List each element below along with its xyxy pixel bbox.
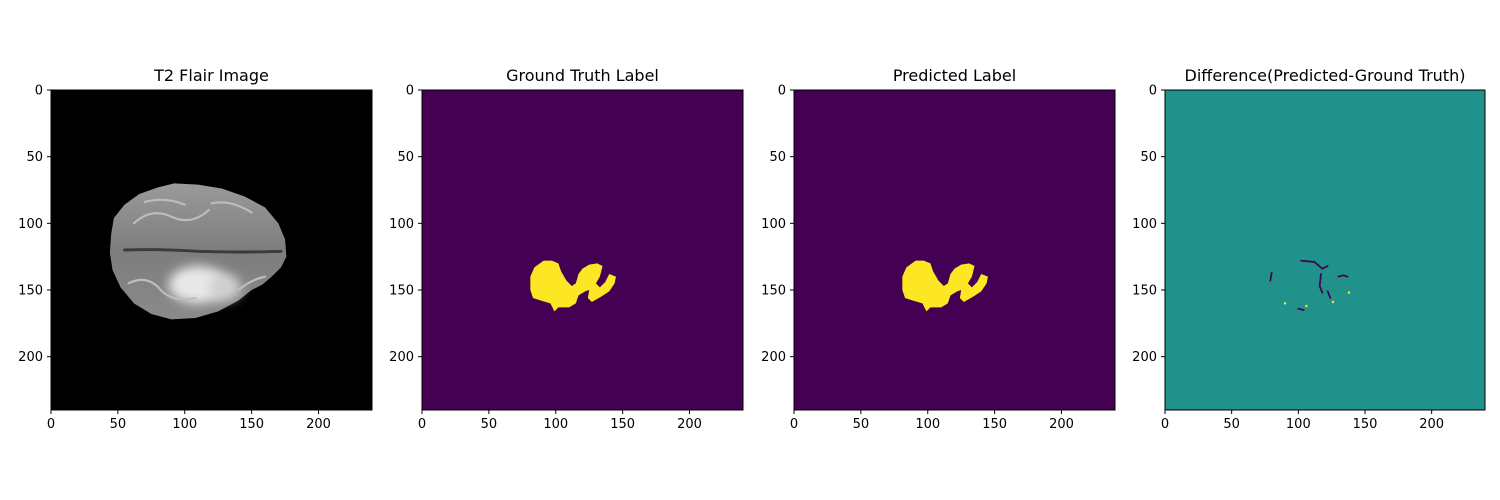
difference-positive-mark [1305,304,1308,308]
image-background [794,90,1115,410]
x-tick-label: 200 [677,417,702,432]
y-tick-label: 100 [389,217,414,232]
y-tick-label: 200 [18,350,43,365]
axes-frame [1164,89,1486,411]
image-content [902,260,988,312]
chart-panel-1: T2 Flair Image 0 50 100 150 200 0 50 100 150 200 [18,66,373,432]
y-tick-label: 150 [1132,284,1157,299]
brain-fold [127,278,197,301]
x-tick-label: 0 [418,417,426,432]
difference-negative-mark [1269,271,1273,282]
chart-title: Ground Truth Label [506,66,659,85]
x-tick-label: 150 [610,417,635,432]
y-tick-label: 50 [769,150,786,165]
y-tick-label: 100 [1132,217,1157,232]
difference-negative-mark [1318,273,1324,294]
y-tick-label: 0 [778,84,786,99]
x-tick-label: 50 [110,417,127,432]
y-tick-label: 50 [397,150,414,165]
image-content [530,260,616,312]
y-tick-label: 100 [18,217,43,232]
label-region [530,260,616,312]
difference-negative-mark [1337,274,1349,278]
image-content [109,183,287,320]
brain-fold [132,208,210,225]
x-tick-label: 150 [982,417,1007,432]
x-tick-label: 200 [1419,417,1444,432]
x-tick-label: 200 [1049,417,1074,432]
y-tick-label: 50 [26,150,43,165]
x-tick-label: 100 [915,417,940,432]
axes-frame [50,89,373,411]
difference-positive-mark [1331,300,1335,304]
y-tick-label: 200 [389,350,414,365]
lesion-bright-region [208,274,241,301]
chart-panel-2: Ground Truth Label 0 50 100 150 200 0 50 100 150 2… [389,66,744,432]
x-tick-label: 200 [306,417,331,432]
x-tick-label: 0 [1161,417,1169,432]
image-area [422,90,743,410]
brain-fold [210,201,253,214]
difference-positive-mark [1347,291,1351,294]
difference-positive-mark [1283,302,1287,305]
axes-frame [793,89,1116,411]
x-tick-label: 150 [1353,417,1378,432]
x-tick-label: 100 [172,417,197,432]
image-background [422,90,743,410]
image-area [1165,90,1485,410]
x-tick-label: 0 [790,417,798,432]
brain-fold [237,275,267,292]
brain-fold [143,198,186,206]
x-tick-label: 100 [1286,417,1311,432]
x-tick-label: 50 [853,417,870,432]
chart-panel-3: Predicted Label 0 50 100 150 200 0 50 100 150 200 [761,66,1116,432]
chart-title: Predicted Label [893,66,1016,85]
difference-negative-mark [1297,307,1305,311]
chart-title: Difference(Predicted-Ground Truth) [1185,66,1466,85]
image-content [1269,259,1351,311]
y-tick-label: 200 [1132,350,1157,365]
image-area [794,90,1115,410]
chart-panel-4: Difference(Predicted-Ground Truth) 0 50 100… [1132,66,1486,432]
label-region [902,260,988,312]
y-tick-label: 0 [406,84,414,99]
y-tick-label: 200 [761,350,786,365]
y-tick-label: 100 [761,217,786,232]
y-tick-label: 0 [35,84,43,99]
image-area [51,90,372,410]
brain-fold [123,248,283,254]
y-tick-label: 50 [1140,150,1157,165]
y-tick-label: 150 [18,284,43,299]
difference-negative-mark [1326,290,1332,299]
x-tick-label: 0 [47,417,55,432]
difference-negative-mark [1300,259,1329,270]
image-background [1165,90,1485,410]
x-tick-label: 50 [1223,417,1240,432]
axes-frame [421,89,744,411]
x-tick-label: 50 [481,417,498,432]
x-tick-label: 150 [239,417,264,432]
y-tick-label: 150 [761,284,786,299]
y-tick-label: 0 [1149,84,1157,99]
x-tick-label: 100 [543,417,568,432]
y-tick-label: 150 [389,284,414,299]
chart-title: T2 Flair Image [153,66,269,85]
